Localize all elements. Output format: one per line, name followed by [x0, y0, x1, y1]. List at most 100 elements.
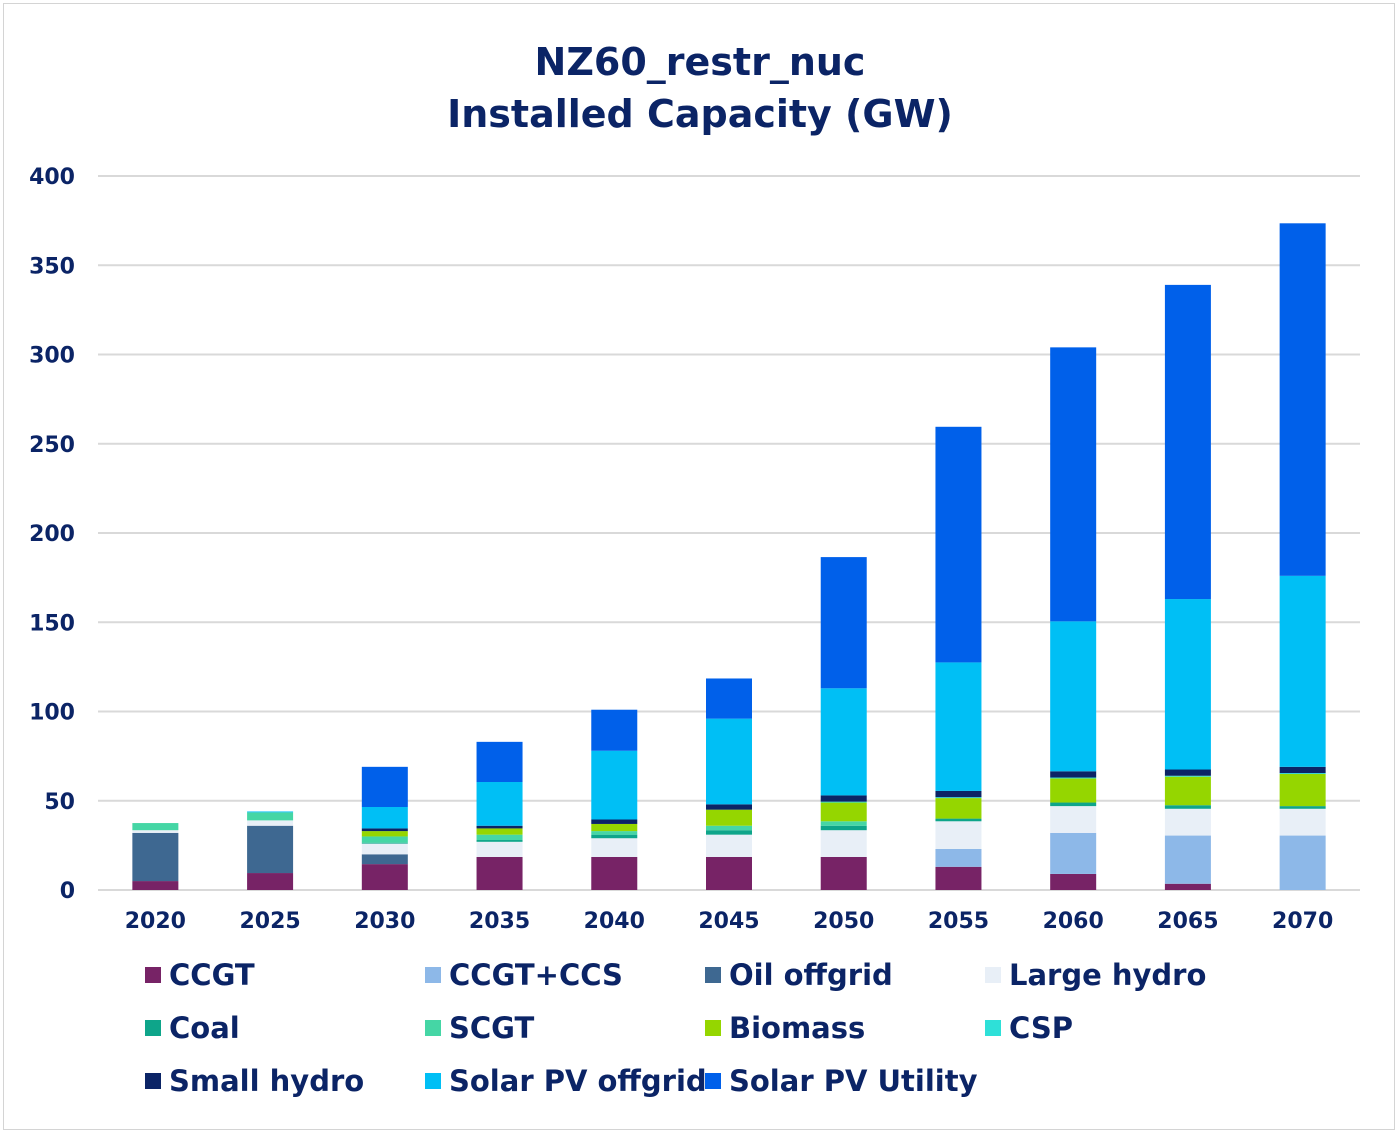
- bar-stack-2020: [132, 823, 179, 890]
- bar-segment-csp: [820, 801, 867, 803]
- bar-segment-ccgt-ccs: [1279, 835, 1326, 890]
- bar-segment-coal: [361, 842, 408, 844]
- legend-swatch: [145, 1073, 161, 1089]
- legend-label: SCGT: [449, 1011, 535, 1045]
- legend-label: Coal: [169, 1011, 240, 1045]
- bar-segment-biomass: [820, 802, 867, 822]
- bar-segment-solar-pv-utility: [591, 709, 638, 751]
- legend-swatch: [145, 967, 161, 983]
- bar-segment-solar-pv-offgrid: [247, 811, 294, 813]
- bar-segment-biomass: [591, 823, 638, 832]
- legend-label: CCGT: [169, 958, 255, 992]
- bar-stack-2035: [476, 741, 523, 890]
- legend-swatch: [705, 967, 721, 983]
- bar-segment-csp: [1164, 775, 1211, 777]
- bar-segment-solar-pv-offgrid: [820, 688, 867, 796]
- bar-segment-scgt: [706, 825, 752, 831]
- bar-segment-small-hydro: [706, 804, 752, 810]
- x-tick-label: 2065: [1157, 909, 1218, 934]
- bar-segment-csp: [1050, 777, 1097, 779]
- bar-segment-solar-pv-offgrid: [1279, 575, 1326, 767]
- legend-item: Oil offgrid: [705, 958, 893, 992]
- bar-segment-solar-pv-offgrid: [591, 750, 638, 820]
- bar-segment-biomass: [361, 831, 408, 837]
- bar-segment-solar-pv-offgrid: [1050, 621, 1097, 772]
- chart-title: NZ60_restr_nuc: [534, 40, 866, 84]
- bar-segment-coal: [706, 830, 752, 835]
- bar-stack-2070: [1279, 223, 1326, 890]
- bar-stack-2030: [361, 766, 408, 890]
- legend-item: Solar PV Utility: [705, 1064, 978, 1098]
- bar-segment-large-hydro: [591, 838, 638, 857]
- legend-item: Biomass: [705, 1011, 865, 1045]
- legend-label: Solar PV offgrid: [449, 1064, 707, 1098]
- legend-item: CSP: [985, 1011, 1073, 1045]
- bar-segment-solar-pv-offgrid: [935, 662, 982, 791]
- bar-segment-biomass: [706, 809, 752, 826]
- bar-segment-biomass: [935, 798, 982, 819]
- legend-item: Small hydro: [145, 1064, 364, 1098]
- bars: [132, 223, 1326, 890]
- bar-segment-ccgt: [1164, 883, 1211, 890]
- bar-segment-ccgt-ccs: [1050, 832, 1097, 874]
- legend-item: SCGT: [425, 1011, 534, 1045]
- bar-segment-coal: [820, 825, 867, 831]
- y-axis-ticks: 0 50 100 150 200 250 300 350 400: [29, 165, 75, 904]
- bar-segment-ccgt: [476, 856, 523, 890]
- legend-item: CCGT: [145, 958, 255, 992]
- bar-segment-small-hydro: [361, 828, 408, 832]
- y-tick-label: 250: [29, 433, 75, 458]
- bar-segment-solar-pv-offgrid: [476, 782, 523, 826]
- y-tick-label: 400: [29, 165, 75, 190]
- bar-segment-scgt: [591, 831, 638, 835]
- legend-swatch: [705, 1073, 721, 1089]
- bar-segment-small-hydro: [1164, 769, 1211, 776]
- bar-stack-2025: [247, 811, 294, 890]
- x-tick-label: 2060: [1043, 909, 1104, 934]
- bar-segment-coal: [476, 840, 523, 842]
- bar-segment-oil-offgrid: [361, 854, 408, 865]
- bar-segment-scgt: [247, 812, 294, 821]
- legend-label: CSP: [1009, 1011, 1073, 1045]
- bar-segment-large-hydro: [132, 830, 179, 833]
- x-tick-label: 2030: [354, 909, 415, 934]
- bar-segment-coal: [1279, 806, 1326, 809]
- legend-label: Small hydro: [169, 1064, 365, 1098]
- legend-swatch: [425, 967, 441, 983]
- bar-segment-ccgt: [361, 864, 408, 890]
- legend-item: Solar PV offgrid: [425, 1064, 707, 1098]
- bar-segment-ccgt: [247, 873, 294, 890]
- bar-segment-ccgt: [132, 881, 179, 890]
- bar-segment-solar-pv-utility: [820, 557, 867, 689]
- bar-segment-scgt: [476, 834, 523, 841]
- bar-segment-biomass: [476, 828, 523, 835]
- y-tick-label: 0: [60, 879, 75, 904]
- bar-segment-small-hydro: [935, 790, 982, 798]
- bar-segment-solar-pv-utility: [706, 678, 752, 719]
- chart-plot: 0 50 100 150 200 250 300 350 400 2020 2025 2030 203…: [29, 165, 1360, 934]
- bar-segment-scgt: [820, 821, 867, 826]
- x-tick-label: 2025: [239, 909, 300, 934]
- x-axis-ticks: 2020 2025 2030 2035 2040 2045 2050 2055 2060 2065…: [125, 909, 1334, 934]
- bar-segment-csp: [1279, 773, 1326, 774]
- y-tick-label: 50: [44, 790, 75, 815]
- bar-segment-large-hydro: [935, 821, 982, 849]
- bar-segment-biomass: [1164, 776, 1211, 806]
- legend-label: Biomass: [729, 1011, 866, 1045]
- legend-label: Solar PV Utility: [729, 1064, 978, 1098]
- bar-segment-ccgt: [1050, 873, 1097, 890]
- bar-segment-ccgt: [820, 856, 867, 890]
- bar-segment-small-hydro: [820, 795, 867, 802]
- legend-label: Large hydro: [1009, 958, 1207, 992]
- legend-swatch: [985, 967, 1001, 983]
- bar-segment-ccgt: [706, 856, 752, 890]
- bar-segment-solar-pv-offgrid: [1164, 599, 1211, 770]
- bar-segment-oil-offgrid: [247, 825, 294, 874]
- bar-stack-2060: [1050, 347, 1097, 890]
- y-tick-label: 200: [29, 522, 75, 547]
- bar-segment-solar-pv-offgrid: [361, 806, 408, 829]
- chart-frame: [3, 3, 1395, 1130]
- bar-segment-solar-pv-utility: [1050, 347, 1097, 622]
- y-tick-label: 100: [29, 701, 75, 726]
- bar-segment-ccgt-ccs: [1164, 835, 1211, 884]
